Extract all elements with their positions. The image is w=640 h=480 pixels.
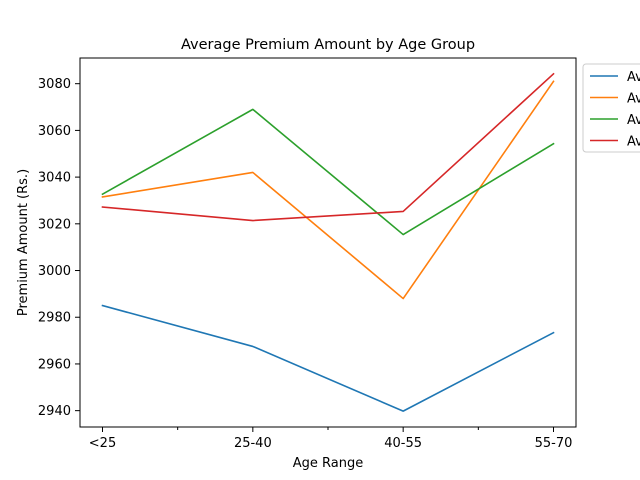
y-tick-label: 2960 — [38, 357, 71, 372]
plot-frame — [79, 57, 577, 428]
legend-entry-4: Av — [627, 135, 640, 150]
plot-area — [101, 72, 555, 412]
y-tick-label: 3040 — [38, 171, 71, 186]
y-tick-label: 2940 — [38, 404, 71, 419]
y-tick-label: 3080 — [38, 77, 71, 92]
y-axis: 2940 2960 2980 3000 3020 3040 3060 3080 — [38, 77, 80, 419]
x-tick-label: 55-70 — [535, 436, 573, 451]
y-tick-label: 2980 — [38, 311, 71, 326]
y-tick-label: 3060 — [38, 124, 71, 139]
series-line-4 — [101, 72, 555, 222]
series-line-3 — [101, 108, 555, 236]
x-tick-label: <25 — [89, 436, 116, 451]
x-tick-label: 40-55 — [384, 436, 422, 451]
y-tick-label: 3020 — [38, 217, 71, 232]
legend: Av Av Av Av — [582, 63, 640, 153]
x-axis-label: Age Range — [293, 456, 363, 471]
series-line-2 — [101, 80, 555, 300]
x-tick-label: 25-40 — [234, 436, 272, 451]
x-axis: <25 25-40 40-55 55-70 — [89, 427, 573, 451]
y-axis-label: Premium Amount (Rs.) — [16, 169, 31, 316]
chart-title: Average Premium Amount by Age Group — [181, 37, 475, 53]
series-line-1 — [101, 304, 555, 412]
legend-box — [582, 63, 640, 153]
legend-entry-2: Av — [627, 92, 640, 107]
legend-entry-1: Av — [627, 70, 640, 85]
legend-entry-3: Av — [627, 113, 640, 128]
y-tick-label: 3000 — [38, 264, 71, 279]
